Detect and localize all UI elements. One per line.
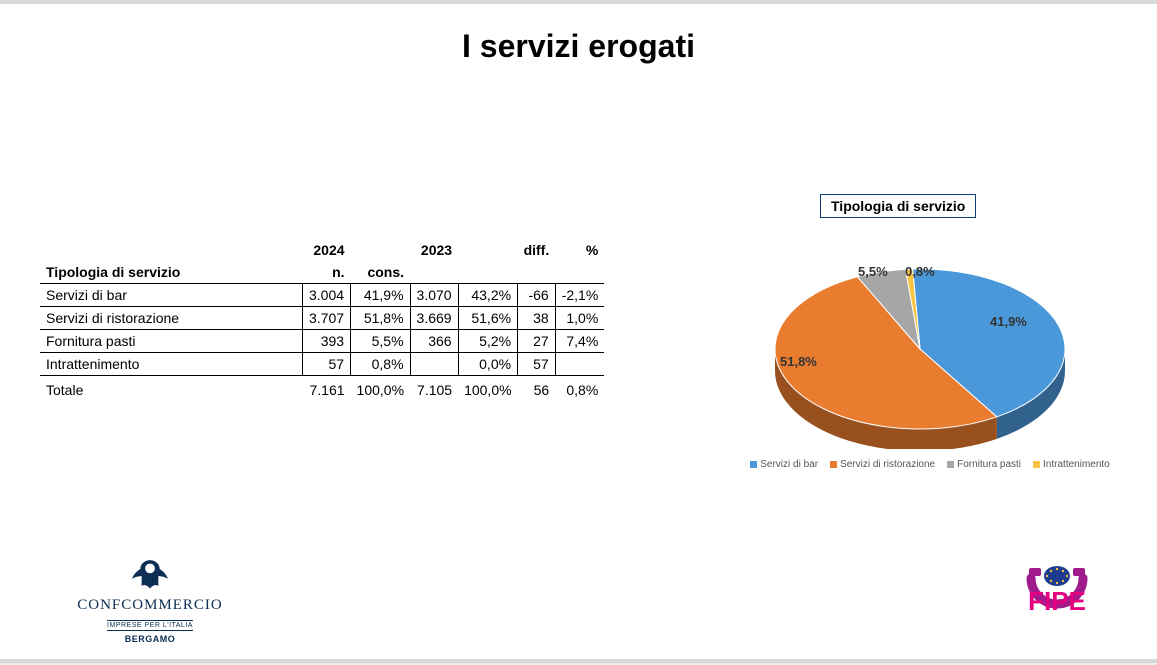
fipe-text: FIPE	[1028, 586, 1086, 616]
total-cons2: 100,0%	[458, 376, 517, 402]
table-subhead-row: Tipologia di servizio n. cons.	[40, 261, 604, 284]
cell-cons2: 0,0%	[458, 353, 517, 376]
legend-swatch-icon	[830, 461, 837, 468]
legend-item: Fornitura pasti	[947, 459, 1021, 470]
cell-label: Intrattenimento	[40, 353, 303, 376]
confcommercio-city: BERGAMO	[60, 634, 240, 644]
table-year-row: 2024 2023 diff. %	[40, 239, 604, 261]
col-year-2023: 2023	[410, 239, 458, 261]
cell-cons: 41,9%	[351, 284, 410, 307]
pie-slice-label: 5,5%	[858, 264, 888, 279]
col-diff-header: diff.	[518, 239, 556, 261]
legend-item: Intrattenimento	[1033, 459, 1110, 470]
table-row: Servizi di ristorazione3.70751,8%3.66951…	[40, 307, 604, 330]
cell-n2: 3.070	[410, 284, 458, 307]
cell-cons2: 43,2%	[458, 284, 517, 307]
total-cons: 100,0%	[351, 376, 410, 402]
cell-diff: 57	[518, 353, 556, 376]
legend-item: Servizi di bar	[750, 459, 818, 470]
cell-diff: -66	[518, 284, 556, 307]
cell-cons2: 5,2%	[458, 330, 517, 353]
confcommercio-logo: CONFCOMMERCIO IMPRESE PER L'ITALIA BERGA…	[60, 558, 240, 644]
cell-n2: 366	[410, 330, 458, 353]
total-label: Totale	[40, 376, 303, 402]
footer: CONFCOMMERCIO IMPRESE PER L'ITALIA BERGA…	[0, 559, 1157, 649]
col-year-2024: 2024	[303, 239, 351, 261]
cell-diff: 27	[518, 330, 556, 353]
confcommercio-sub: IMPRESE PER L'ITALIA	[107, 620, 193, 631]
total-n: 7.161	[303, 376, 351, 402]
col-cons: cons.	[351, 261, 410, 284]
chart-legend: Servizi di bar Servizi di ristorazione For…	[700, 459, 1157, 470]
cell-pct: 1,0%	[555, 307, 604, 330]
cell-label: Servizi di ristorazione	[40, 307, 303, 330]
total-pct: 0,8%	[555, 376, 604, 402]
slide-page: I servizi erogati 2024 2023 diff. % Tipo…	[0, 0, 1157, 663]
row-group-header: Tipologia di servizio	[40, 261, 303, 284]
cell-n2: 3.669	[410, 307, 458, 330]
legend-swatch-icon	[750, 461, 757, 468]
table-row: Intrattenimento570,8%0,0%57	[40, 353, 604, 376]
legend-item: Servizi di ristorazione	[830, 459, 935, 470]
cell-n: 393	[303, 330, 351, 353]
legend-swatch-icon	[1033, 461, 1040, 468]
cell-cons: 51,8%	[351, 307, 410, 330]
cell-cons: 0,8%	[351, 353, 410, 376]
table-row: Fornitura pasti3935,5%3665,2%277,4%	[40, 330, 604, 353]
cell-label: Fornitura pasti	[40, 330, 303, 353]
cell-cons: 5,5%	[351, 330, 410, 353]
confcommercio-name: CONFCOMMERCIO	[60, 597, 240, 614]
fipe-logo: FIPE	[1012, 558, 1102, 641]
cell-label: Servizi di bar	[40, 284, 303, 307]
cell-n: 3.004	[303, 284, 351, 307]
chart-title: Tipologia di servizio	[820, 194, 976, 218]
pie-slice-label: 0,8%	[905, 264, 935, 279]
cell-pct: -2,1%	[555, 284, 604, 307]
pie-slice-label: 41,9%	[990, 314, 1027, 329]
cell-n: 3.707	[303, 307, 351, 330]
total-diff: 56	[518, 376, 556, 402]
pie-slice-label: 51,8%	[780, 354, 817, 369]
table-row: Servizi di bar3.00441,9%3.07043,2%-66-2,…	[40, 284, 604, 307]
cell-diff: 38	[518, 307, 556, 330]
cell-n2	[410, 353, 458, 376]
legend-swatch-icon	[947, 461, 954, 468]
eagle-icon	[129, 558, 171, 590]
cell-pct	[555, 353, 604, 376]
pie-wrap: 41,9% 51,8% 5,5% 0,8%	[740, 229, 1100, 449]
cell-cons2: 51,6%	[458, 307, 517, 330]
table-total-row: Totale 7.161 100,0% 7.105 100,0% 56 0,8%	[40, 376, 604, 402]
cell-pct: 7,4%	[555, 330, 604, 353]
total-n2: 7.105	[410, 376, 458, 402]
col-pct-header: %	[555, 239, 604, 261]
data-table: 2024 2023 diff. % Tipologia di servizio …	[40, 239, 604, 401]
col-n: n.	[303, 261, 351, 284]
cell-n: 57	[303, 353, 351, 376]
page-title: I servizi erogati	[0, 28, 1157, 65]
